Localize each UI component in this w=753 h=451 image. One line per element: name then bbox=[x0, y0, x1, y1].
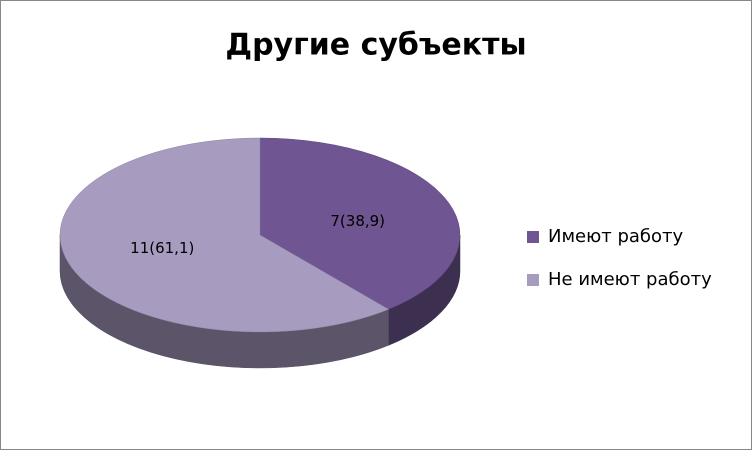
data-label: 11(61,1) bbox=[130, 239, 194, 257]
pie-slice bbox=[259, 137, 461, 310]
legend-swatch bbox=[527, 231, 539, 243]
chart-title: Другие субъекты bbox=[225, 28, 526, 63]
data-label: 7(38,9) bbox=[330, 212, 385, 230]
pie-slice bbox=[59, 137, 390, 333]
legend-label: Имеют работу bbox=[548, 226, 684, 247]
legend-label: Не имеют работу bbox=[548, 269, 712, 290]
legend-swatch bbox=[527, 274, 539, 286]
